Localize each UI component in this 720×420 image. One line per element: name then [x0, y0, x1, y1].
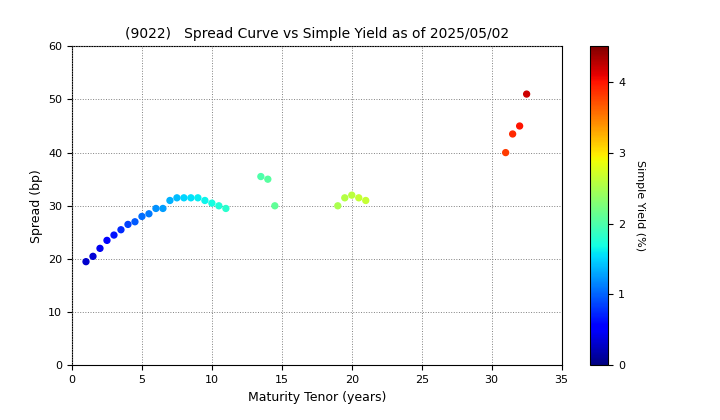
Point — [94, 245, 106, 252]
Title: (9022)   Spread Curve vs Simple Yield as of 2025/05/02: (9022) Spread Curve vs Simple Yield as o… — [125, 27, 509, 41]
Point — [220, 205, 232, 212]
Point — [269, 202, 281, 209]
Point — [157, 205, 168, 212]
Point — [213, 202, 225, 209]
Point — [171, 194, 183, 201]
Y-axis label: Simple Yield (%): Simple Yield (%) — [635, 160, 644, 251]
Point — [353, 194, 364, 201]
Point — [192, 194, 204, 201]
Point — [136, 213, 148, 220]
Point — [115, 226, 127, 233]
Point — [255, 173, 266, 180]
Point — [346, 192, 358, 199]
Point — [360, 197, 372, 204]
Point — [332, 202, 343, 209]
Point — [178, 194, 189, 201]
Point — [87, 253, 99, 260]
Point — [521, 91, 532, 97]
Point — [500, 149, 511, 156]
Point — [507, 131, 518, 137]
Point — [150, 205, 162, 212]
Point — [262, 176, 274, 183]
Point — [199, 197, 211, 204]
Point — [108, 232, 120, 239]
Point — [143, 210, 155, 217]
X-axis label: Maturity Tenor (years): Maturity Tenor (years) — [248, 391, 386, 404]
Y-axis label: Spread (bp): Spread (bp) — [30, 169, 42, 243]
Point — [129, 218, 140, 225]
Point — [514, 123, 526, 129]
Point — [102, 237, 113, 244]
Point — [122, 221, 134, 228]
Point — [164, 197, 176, 204]
Point — [185, 194, 197, 201]
Point — [80, 258, 91, 265]
Point — [339, 194, 351, 201]
Point — [206, 200, 217, 207]
